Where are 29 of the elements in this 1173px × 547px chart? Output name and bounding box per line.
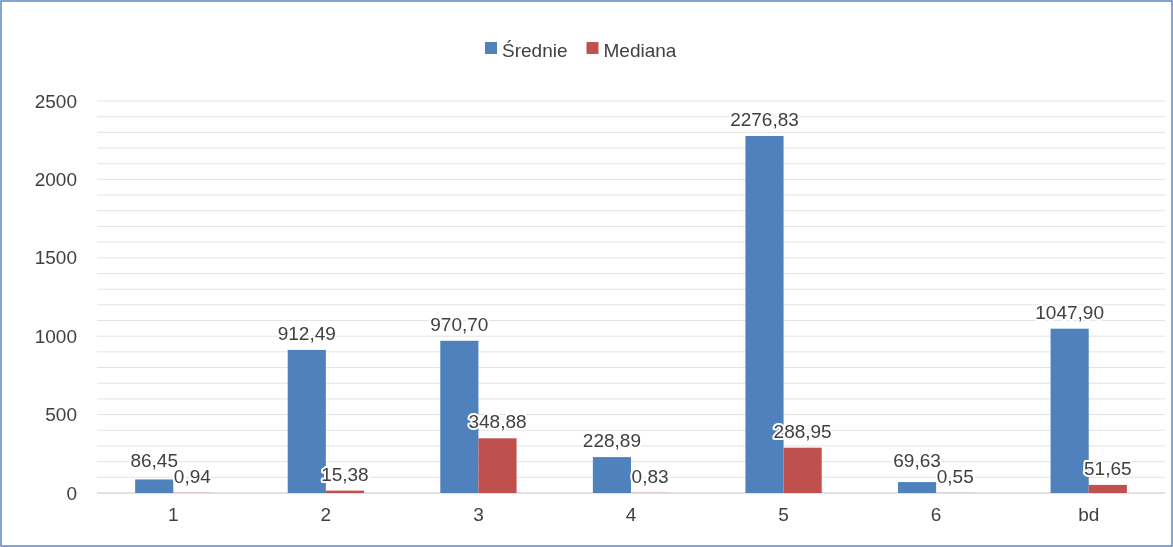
x-tick-label: 4 bbox=[625, 504, 637, 525]
y-tick-label: 2500 bbox=[34, 90, 77, 112]
bar bbox=[478, 438, 517, 493]
data-label: 912,49 bbox=[277, 322, 336, 344]
y-tick-label: 1000 bbox=[34, 325, 77, 347]
bar bbox=[783, 447, 822, 493]
x-tick-label: 5 bbox=[778, 504, 789, 525]
legend-label: Średnie bbox=[502, 39, 568, 61]
y-tick-label: 2000 bbox=[34, 169, 77, 191]
x-tick-label: 6 bbox=[930, 504, 942, 525]
data-label: 69,63 bbox=[893, 449, 941, 471]
y-tick-label: 500 bbox=[45, 404, 77, 426]
bar bbox=[592, 457, 631, 493]
x-tick-label: 1 bbox=[168, 504, 179, 525]
data-label: 2276,83 bbox=[730, 108, 799, 130]
data-label: 228,89 bbox=[582, 430, 641, 452]
x-tick-label: bd bbox=[1078, 504, 1100, 525]
data-label: 86,45 bbox=[130, 449, 178, 471]
x-tick-label: 2 bbox=[320, 504, 332, 525]
data-label: 1047,90 bbox=[1035, 301, 1104, 323]
y-tick-label: 1500 bbox=[34, 247, 77, 269]
data-label: 0,83 bbox=[631, 465, 669, 487]
data-label: 970,70 bbox=[430, 313, 489, 335]
x-tick-label: 3 bbox=[473, 504, 484, 525]
y-tick-label: 0 bbox=[66, 482, 77, 504]
legend-label: Mediana bbox=[603, 39, 677, 61]
bar bbox=[1088, 484, 1127, 493]
bar bbox=[135, 479, 174, 493]
bar bbox=[898, 482, 937, 493]
